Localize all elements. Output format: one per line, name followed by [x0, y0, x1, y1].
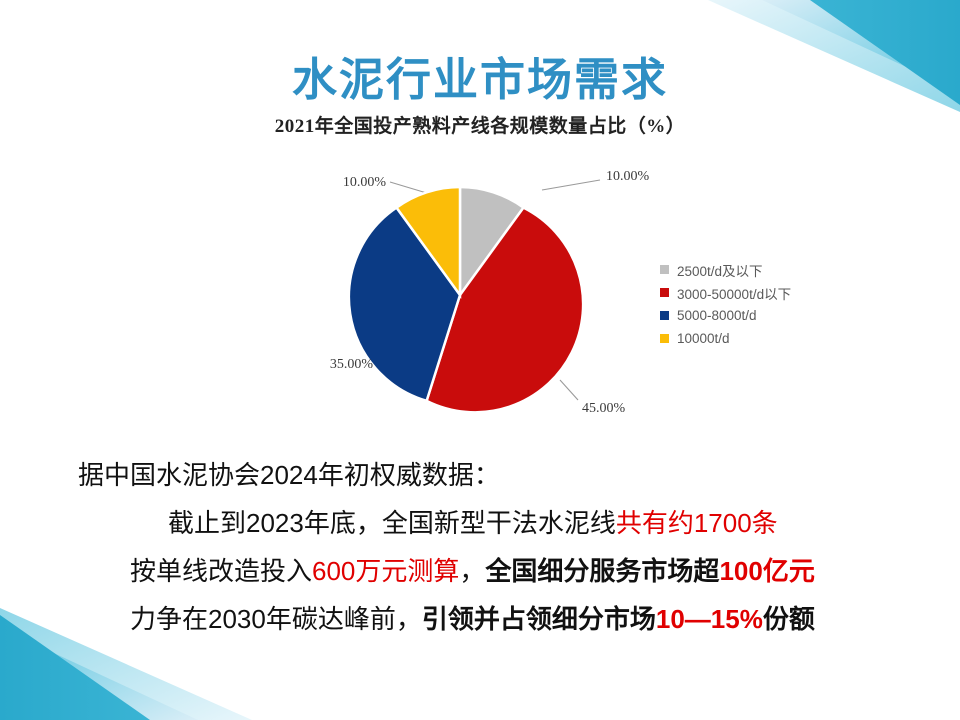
- legend-label: 3000-50000t/d以下: [677, 286, 792, 302]
- pie-label-bottom-left: 35.00%: [330, 357, 374, 372]
- pie-slice-10000td: [394, 185, 462, 299]
- pie-chart: 10.00% 10.00% 35.00% 45.00% 2500t/d及以下 3…: [260, 150, 880, 440]
- text-run: ，: [459, 556, 486, 586]
- pie-label-bottom-right: 45.00%: [582, 401, 626, 416]
- body-line-2: 截止到2023年底，全国新型干法水泥线共有约1700条: [0, 510, 960, 536]
- text-run: 截止到2023年底，全国新型干法水泥线: [168, 508, 616, 538]
- pie-label-top-right: 10.00%: [606, 169, 650, 184]
- legend-item-10000td[interactable]: 10000t/d: [660, 327, 870, 350]
- text-run: 据中国水泥协会2024年初权威数据：: [78, 460, 500, 490]
- title-block: 水泥行业市场需求 2021年全国投产熟料产线各规模数量占比（%）: [0, 54, 960, 138]
- pie-slice-3000-50000td: [425, 206, 585, 414]
- pie-slice-5000-8000td: [347, 205, 462, 403]
- text-run: 力争在2030年碳达峰前，: [130, 604, 422, 634]
- pie-slices: [347, 185, 585, 414]
- legend-item-3000-50000td[interactable]: 3000-50000t/d以下: [660, 281, 870, 304]
- legend-item-5000-8000td[interactable]: 5000-8000t/d: [660, 304, 870, 327]
- legend-label: 10000t/d: [677, 331, 730, 346]
- legend-swatch-icon: [660, 334, 669, 343]
- legend-swatch-icon: [660, 265, 669, 274]
- text-run: 共有约1700条: [615, 508, 778, 538]
- legend-swatch-icon: [660, 288, 669, 297]
- legend-item-2500td[interactable]: 2500t/d及以下: [660, 258, 870, 281]
- text-run: 10—15%: [655, 604, 763, 634]
- pie-label-top-left: 10.00%: [343, 175, 387, 190]
- page-title: 水泥行业市场需求: [291, 54, 668, 105]
- legend-label: 5000-8000t/d: [677, 308, 757, 323]
- text-run: 600万元测算: [312, 556, 460, 586]
- text-run: 按单线改造投入: [130, 556, 313, 586]
- chart-legend: 2500t/d及以下 3000-50000t/d以下 5000-8000t/d …: [660, 258, 870, 350]
- text-run: 100亿元: [719, 556, 815, 586]
- pie-chart-svg: 10.00% 10.00% 35.00% 45.00%: [330, 169, 650, 416]
- text-run: 份额: [762, 604, 815, 634]
- body-line-4: 力争在2030年碳达峰前，引领并占领细分市场10—15%份额: [0, 606, 960, 632]
- legend-label: 2500t/d及以下: [677, 263, 763, 279]
- body-line-1: 据中国水泥协会2024年初权威数据：: [0, 462, 960, 488]
- legend-swatch-icon: [660, 311, 669, 320]
- chart-subtitle: 2021年全国投产熟料产线各规模数量占比（%）: [274, 115, 686, 137]
- text-run: 全国细分服务市场超: [485, 556, 720, 586]
- body-line-3: 按单线改造投入600万元测算，全国细分服务市场超100亿元: [0, 558, 960, 584]
- text-run: 引领并占领细分市场: [421, 604, 656, 634]
- body-text-block: 据中国水泥协会2024年初权威数据： 截止到2023年底，全国新型干法水泥线共有…: [0, 462, 960, 632]
